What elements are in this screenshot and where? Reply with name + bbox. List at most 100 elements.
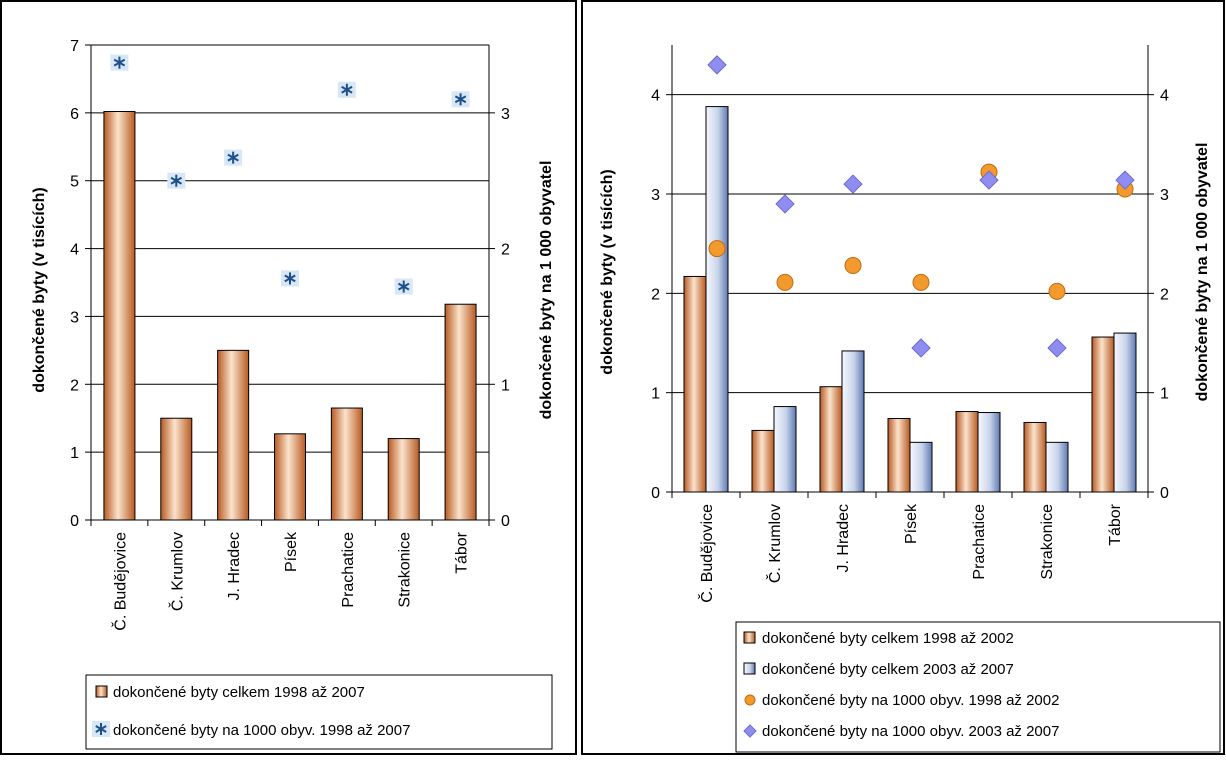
chart-left-y-tick-label-3: 3 bbox=[70, 309, 79, 326]
legend-box bbox=[735, 621, 1221, 753]
asterisk-icon bbox=[92, 721, 110, 737]
chart-right-bar-c-krumlov-s0 bbox=[751, 429, 775, 493]
chart-left-marker-asterisk-tabor bbox=[451, 91, 470, 108]
diamond-icon bbox=[743, 724, 757, 738]
chart-left-category-label-j-hradec: J. Hradec bbox=[226, 532, 243, 600]
chart-right-bar-tabor-s0 bbox=[1091, 336, 1115, 493]
chart-right-y-tick-label-0: 0 bbox=[651, 485, 660, 502]
chart-left-marker-asterisk-prachatice-stroke-d2 bbox=[341, 85, 353, 94]
chart-left-legend: dokončené byty celkem 1998 až 2007 dokon… bbox=[85, 674, 553, 750]
chart-right-category-label-c-krumlov: Č. Krumlov bbox=[765, 504, 784, 583]
chart-left-marker-asterisk-strakonice-stroke-d2 bbox=[397, 282, 410, 291]
chart-right-marker-diamond-c-budejovice bbox=[707, 55, 727, 75]
legend-entry-per-1000-1998-2002: dokončené byty na 1000 obyv. 1998 až 200… bbox=[762, 692, 1059, 709]
legend-entry-per-1000: dokončené byty na 1000 obyv. 1998 až 200… bbox=[113, 722, 410, 739]
chart-right-category-label-tabor: Tábor bbox=[1107, 503, 1124, 545]
chart-right-category-label-strakonice: Strakonice bbox=[1039, 504, 1056, 580]
chart-right-marker-diamond-c-krumlov bbox=[775, 194, 795, 214]
chart-right-category-labels: Č. Budějovice Č. Krumlov J. Hradec Písek Pra… bbox=[697, 503, 1124, 603]
chart-right-bar-strakonice-s1 bbox=[1045, 441, 1069, 493]
chart-left-marker-asterisk-pisek-stroke-d2 bbox=[284, 274, 296, 283]
legend-entry-total-1998-2002: dokončené byty celkem 1998 až 2002 bbox=[762, 630, 1014, 647]
chart-right-bar-pisek-s1 bbox=[909, 441, 933, 493]
chart-right-y2-tick-label-3: 3 bbox=[1160, 187, 1169, 204]
chart-left-markers bbox=[110, 54, 470, 295]
legend-entry-total: dokončené byty celkem 1998 až 2007 bbox=[113, 684, 365, 701]
chart-right-legend: dokončené byty celkem 1998 až 2002 dokon… bbox=[735, 621, 1221, 753]
legend-bar-swatch-orange bbox=[743, 631, 756, 644]
chart-right-category-label-j-hradec: J. Hradec bbox=[835, 504, 852, 572]
chart-left-y2-tick-label-1: 1 bbox=[501, 377, 510, 394]
chart-right-marker-diamond-tabor bbox=[1115, 170, 1135, 190]
chart-right-marker-diamond-pisek bbox=[911, 338, 931, 358]
chart-left-bar-prachatice-s0 bbox=[330, 407, 363, 521]
chart-left-bar-tabor-s0 bbox=[444, 303, 477, 521]
chart-right-marker-diamond-prachatice bbox=[979, 170, 999, 190]
chart-left-axes bbox=[85, 44, 495, 526]
chart-left-category-label-c-budejovice: Č. Budějovice bbox=[110, 532, 129, 631]
chart-right-category-label-prachatice: Prachatice bbox=[971, 504, 988, 580]
chart-left-bar-c-budejovice-s0 bbox=[103, 111, 136, 521]
chart-right-y-tick-label-2: 2 bbox=[651, 286, 660, 303]
chart-left-y2-tick-label-2: 2 bbox=[501, 242, 510, 259]
chart-right-bar-j-hradec-s1 bbox=[841, 350, 865, 493]
chart-left-y2-tick-label-3: 3 bbox=[501, 106, 510, 123]
chart-left-marker-asterisk-j-hradec bbox=[224, 149, 243, 166]
chart-right-bar-prachatice-s0 bbox=[955, 411, 979, 493]
chart-left-y-tick-label-1: 1 bbox=[70, 445, 79, 462]
chart-left-y-axis-title: dokončené byty (v tisících) bbox=[31, 187, 48, 392]
chart-left-bar-j-hradec-s0 bbox=[217, 349, 250, 521]
chart-right-y-tick-label-4: 4 bbox=[651, 88, 660, 105]
chart-left-marker-asterisk-c-krumlov bbox=[167, 172, 186, 189]
legend-box bbox=[85, 674, 553, 750]
chart-left-marker-asterisk-c-krumlov-stroke-d2 bbox=[170, 176, 183, 185]
circle-icon bbox=[744, 694, 756, 706]
chart-right-category-label-pisek: Písek bbox=[903, 503, 920, 544]
chart-right-tick-labels: 0 1 2 3 4 0 1 2 3 4 bbox=[651, 88, 1169, 502]
chart-left-y-tick-label-2: 2 bbox=[70, 377, 79, 394]
chart-left-y-tick-label-5: 5 bbox=[70, 174, 79, 191]
chart-left-marker-asterisk-strakonice bbox=[394, 278, 413, 295]
chart-left-marker-asterisk-c-budejovice-stroke-d2 bbox=[113, 58, 126, 67]
chart-right-marker-diamond-j-hradec bbox=[843, 174, 863, 194]
chart-right: 0 1 2 3 4 0 1 2 3 4 Č. Budějovice Č. Krumlov J. Hra… bbox=[581, 0, 1225, 755]
chart-right-y2-tick-label-1: 1 bbox=[1160, 386, 1169, 403]
chart-right-bar-pisek-s0 bbox=[887, 417, 911, 493]
chart-left-bar-c-krumlov-s0 bbox=[160, 417, 193, 521]
chart-right-markers bbox=[707, 55, 1135, 358]
chart-left-category-label-prachatice: Prachatice bbox=[340, 532, 357, 608]
chart-right-marker-circle-j-hradec bbox=[844, 257, 862, 275]
chart-left-y2-tick-label-0: 0 bbox=[501, 513, 510, 530]
legend-bar-swatch bbox=[95, 685, 108, 698]
chart-left-y-tick-label-4: 4 bbox=[70, 242, 79, 259]
chart-left-tick-labels: 0 1 2 3 4 5 6 7 0 1 2 3 bbox=[70, 38, 510, 530]
chart-right-marker-diamond-strakonice bbox=[1047, 338, 1067, 358]
chart-right-bar-c-krumlov-s1 bbox=[773, 406, 797, 493]
chart-right-y-tick-label-3: 3 bbox=[651, 187, 660, 204]
chart-left-marker-asterisk-j-hradec-stroke-d2 bbox=[227, 153, 239, 162]
chart-left-marker-asterisk-c-budejovice bbox=[110, 54, 129, 71]
legend-asterisk-marker bbox=[92, 721, 110, 737]
chart-right-y2-tick-label-4: 4 bbox=[1160, 88, 1169, 105]
chart-right-y2-tick-label-2: 2 bbox=[1160, 286, 1169, 303]
chart-left-y-tick-label-7: 7 bbox=[70, 38, 79, 55]
chart-left-y-tick-label-0: 0 bbox=[70, 513, 79, 530]
legend-asterisk-marker-stroke-d2 bbox=[95, 725, 107, 733]
chart-left-category-label-tabor: Tábor bbox=[454, 531, 471, 573]
chart-right-y2-axis-title: dokončené byty na 1 000 obyvatel bbox=[1194, 143, 1211, 402]
legend-entry-total-2003-2007: dokončené byty celkem 2003 až 2007 bbox=[762, 661, 1014, 678]
chart-right-bar-c-budejovice-s0 bbox=[683, 275, 707, 493]
legend-circle-marker bbox=[744, 694, 756, 706]
chart-right-marker-circle-c-budejovice bbox=[708, 240, 726, 258]
chart-left-category-label-strakonice: Strakonice bbox=[397, 532, 414, 608]
chart-left-gridlines bbox=[91, 44, 489, 453]
chart-right-marker-circle-pisek bbox=[912, 273, 930, 291]
chart-right-y-axis-title: dokončené byty (v tisících) bbox=[599, 169, 616, 374]
chart-left-category-label-pisek: Písek bbox=[283, 531, 300, 572]
chart-left-bar-strakonice-s0 bbox=[387, 438, 420, 521]
chart-right-bar-prachatice-s1 bbox=[977, 412, 1001, 493]
chart-right-y-tick-label-1: 1 bbox=[651, 386, 660, 403]
chart-left: 0 1 2 3 4 5 6 7 0 1 2 3 Č. Budějovice Č. Krumlov J. H… bbox=[0, 0, 577, 755]
